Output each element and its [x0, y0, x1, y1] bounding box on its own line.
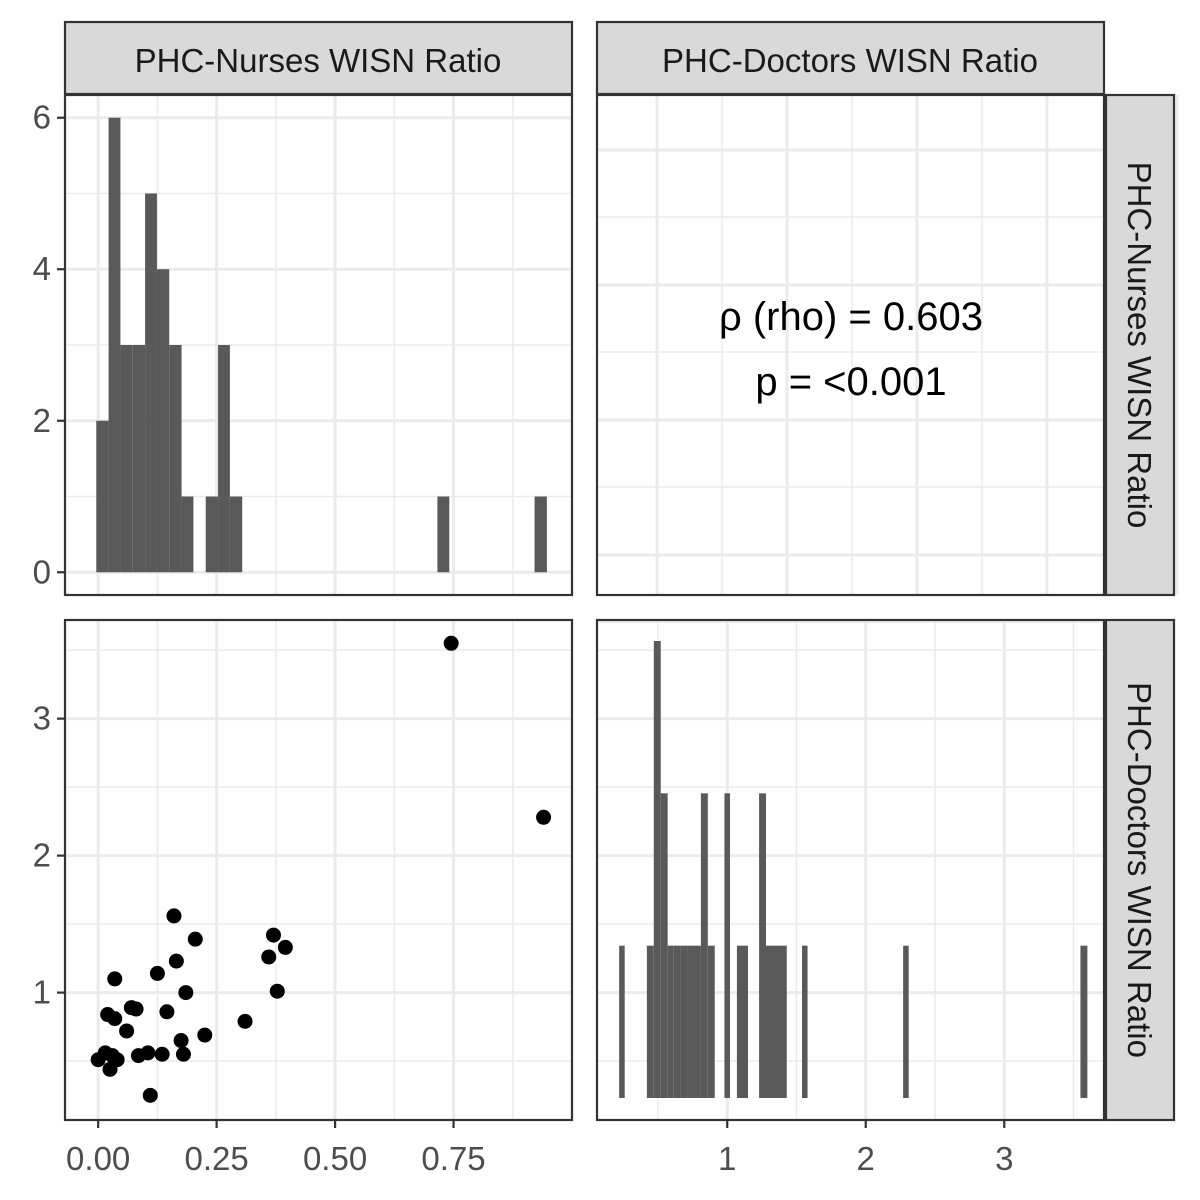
- scatter-point: [107, 971, 123, 987]
- doctors-histogram-bar: [736, 945, 748, 1098]
- doctors-histogram-bar: [693, 945, 701, 1098]
- y-tick-label: 3: [33, 700, 51, 737]
- doctors-histogram-bar: [646, 945, 654, 1098]
- nurses-histogram-bar: [205, 496, 219, 573]
- scatter-point: [119, 1023, 135, 1039]
- scatter-point: [149, 965, 165, 981]
- rho-annotation: ρ (rho) = 0.603: [719, 295, 983, 339]
- scatter-point: [197, 1027, 213, 1043]
- scatter-point: [261, 949, 277, 965]
- row-strip-doctors: PHC-Doctors WISN Ratio: [1104, 618, 1176, 1122]
- scatter-point: [128, 1001, 144, 1017]
- y-tick-label: 4: [33, 250, 51, 287]
- doctors-histogram-bar: [680, 945, 688, 1098]
- scatter-point: [109, 1052, 125, 1068]
- scatter-point: [269, 983, 285, 999]
- scatter-point: [107, 1011, 123, 1027]
- x-tick-label: 0.25: [185, 1140, 249, 1177]
- column-strip-doctors-label: PHC-Doctors WISN Ratio: [662, 42, 1038, 79]
- doctors-histogram-bar: [802, 945, 808, 1098]
- panel-border: [595, 93, 1106, 597]
- row-strip-nurses: PHC-Nurses WISN Ratio: [1104, 93, 1176, 597]
- scatter-point: [443, 635, 459, 651]
- scatter-point: [265, 927, 281, 943]
- scatter-point: [142, 1087, 158, 1103]
- nurses-histogram-bar: [145, 193, 157, 573]
- y-tick-label: 2: [33, 402, 51, 439]
- scatter-point: [175, 1046, 191, 1062]
- y-tick-label: 1: [33, 974, 51, 1011]
- row-strip-doctors-label: PHC-Doctors WISN Ratio: [1121, 682, 1158, 1058]
- nurses-histogram-bar: [108, 117, 121, 573]
- doctors-histogram-bar: [1080, 945, 1088, 1098]
- nurses-histogram-bar: [437, 496, 450, 573]
- scatter-point: [159, 1004, 175, 1020]
- scatter-point: [277, 939, 293, 955]
- doctors-histogram-bar: [724, 793, 730, 1098]
- doctors-histogram-bar: [766, 945, 787, 1098]
- doctors-histogram-bar: [903, 945, 909, 1098]
- scatter-point: [536, 809, 552, 825]
- column-strip-nurses-label: PHC-Nurses WISN Ratio: [135, 42, 502, 79]
- nurses-histogram-panel: [63, 93, 574, 597]
- nurses-histogram-bar: [229, 496, 243, 573]
- x-tick-label: 0.75: [421, 1140, 485, 1177]
- doctors-histogram-bar: [660, 793, 668, 1098]
- y-tick-label: 0: [33, 553, 51, 590]
- scatter-panel: [63, 618, 574, 1122]
- y-tick-label: 2: [33, 837, 51, 874]
- p-value-annotation: p = <0.001: [755, 360, 946, 404]
- x-tick-label: 0.50: [303, 1140, 367, 1177]
- nurses-histogram-bar: [181, 496, 194, 573]
- x-tick-label: 0.00: [66, 1140, 130, 1177]
- panel-border: [63, 618, 574, 1122]
- scatter-point: [154, 1046, 170, 1062]
- column-strip-nurses: PHC-Nurses WISN Ratio: [63, 20, 574, 96]
- nurses-histogram-bar: [132, 345, 146, 573]
- scatter-point: [178, 985, 194, 1001]
- column-strip-doctors: PHC-Doctors WISN Ratio: [595, 20, 1106, 96]
- doctors-histogram-bar: [759, 793, 766, 1098]
- y-tick-label: 6: [33, 99, 51, 136]
- scatter-point: [140, 1045, 156, 1061]
- x-tick-label: 2: [857, 1140, 875, 1177]
- nurses-histogram-bar: [120, 345, 133, 573]
- nurses-histogram-bar: [534, 496, 547, 573]
- scatter-point: [237, 1013, 253, 1029]
- doctors-histogram-bar: [619, 945, 625, 1098]
- panel-border: [595, 618, 1106, 1122]
- scatter-point: [173, 1033, 189, 1049]
- x-axis-right: 1 2 3: [718, 1120, 1013, 1177]
- doctors-histogram-bar: [667, 945, 674, 1098]
- nurses-histogram-bar: [169, 345, 182, 573]
- y-axis-bottom: 1 2 3: [33, 700, 65, 1011]
- doctors-histogram-bar: [707, 945, 715, 1098]
- correlation-panel: [595, 93, 1179, 623]
- nurses-histogram-bar: [218, 345, 230, 573]
- x-tick-label: 1: [718, 1140, 736, 1177]
- scatter-point: [166, 908, 182, 924]
- doctors-histogram-bar: [653, 641, 661, 1098]
- doctors-histogram-bar: [673, 945, 681, 1098]
- nurses-histogram-bar: [96, 420, 109, 573]
- nurses-histogram-bar: [156, 269, 170, 573]
- scatter-point: [168, 953, 184, 969]
- scatter-point: [187, 931, 203, 947]
- doctors-histogram-panel: [595, 618, 1106, 1122]
- x-tick-label: 3: [995, 1140, 1013, 1177]
- row-strip-nurses-label: PHC-Nurses WISN Ratio: [1121, 162, 1158, 529]
- y-axis-top: 0 2 4 6: [33, 99, 65, 590]
- doctors-histogram-bar: [700, 793, 708, 1098]
- x-axis-left: 0.00 0.25 0.50 0.75: [66, 1120, 486, 1177]
- doctors-histogram-bar: [687, 945, 694, 1098]
